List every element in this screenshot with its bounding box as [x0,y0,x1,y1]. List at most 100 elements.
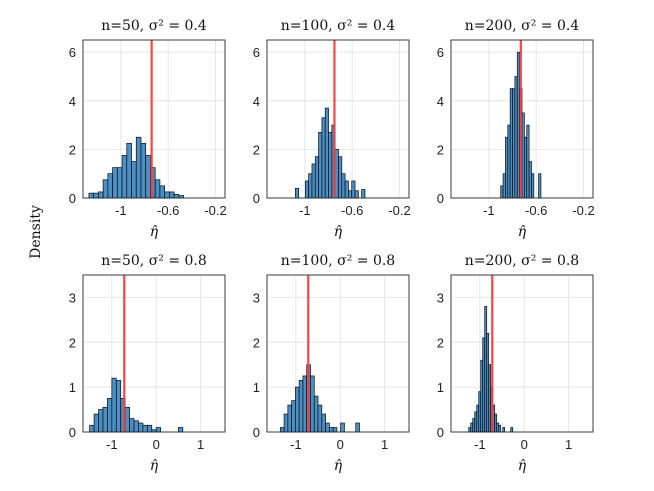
histogram-bar [98,409,104,433]
histogram-bar [341,173,346,199]
panel-title: n=200, σ² = 0.8 [465,253,579,269]
histogram-bar [129,418,135,433]
x-tick-label: -1 [483,203,495,218]
y-tick-label: 2 [437,142,444,157]
histogram-bar [98,191,104,199]
histogram-bar [325,422,330,433]
histogram-bar [89,424,95,433]
y-tick-label: 2 [437,335,444,350]
histogram-bar [498,424,502,433]
histogram-bar [531,173,535,199]
histogram-bar [140,142,147,199]
x-tick-label: -0.6 [525,203,547,218]
histogram-bar [164,191,170,199]
histogram-bar [102,406,108,433]
histogram-bar [287,404,292,433]
histogram-panel-n100-s04: -1 -0.6 -0.2 0 2 4 6 n=100, σ² = 0.4 η̂ [253,18,411,240]
histogram-bar [344,180,349,199]
y-tick-label: 0 [437,191,444,206]
histogram-bar [317,404,323,433]
histogram-bar [524,136,528,199]
x-axis-label: η̂ [150,458,159,474]
x-tick-label: -1 [299,203,311,218]
x-axis-label: η̂ [150,224,159,240]
y-tick-label: 6 [437,45,444,60]
x-tick-label: -0.2 [572,203,594,218]
histogram-bar [93,413,99,433]
x-tick-label: 0 [521,437,528,452]
x-tick-label: -0.2 [388,203,410,218]
histogram-panel-n200-s04: -1 -0.6 -0.2 0 2 4 6 n=200, σ² = 0.4 η̂ [437,18,595,240]
histogram-bar [295,386,300,433]
histogram-bar [340,422,345,433]
histogram-bar [354,190,359,199]
histogram-bar [361,189,366,199]
axes-box [266,274,410,433]
histogram-bar [283,413,289,433]
x-tick-label: -0.6 [157,203,179,218]
histogram-bar [338,156,343,199]
y-tick-label: 0 [437,425,444,440]
x-tick-label: -1 [106,437,118,452]
y-tick-label: 1 [69,380,76,395]
histogram-bar [124,406,130,433]
histogram-bar [318,132,323,199]
figure-ylabel: Density [28,205,44,259]
histogram-bar [311,163,316,199]
histogram-bar [138,422,144,433]
y-tick-label: 2 [69,335,76,350]
histogram-bar [351,180,356,199]
histogram-bar [88,192,94,199]
histogram-bar [142,424,148,433]
x-axis-label: η̂ [518,224,527,240]
histogram-bar [169,191,175,199]
x-tick-label: -1 [474,437,486,452]
histogram-bar [538,173,542,199]
histogram-panel-n50-s04: -1 -0.6 -0.2 0 2 4 6 n=50, σ² = 0.4 η̂ [69,18,227,240]
histogram-bar [159,185,166,199]
histogram-bar [93,192,99,199]
histogram-bar [507,124,511,199]
panel-title: n=50, σ² = 0.4 [101,18,207,34]
histogram-bar [135,136,142,199]
x-axis-label: η̂ [518,458,527,474]
axes-box [82,39,226,199]
histogram-bar [154,179,161,199]
x-tick-label: 1 [565,437,572,452]
histogram-bar [145,155,151,199]
y-tick-label: 2 [69,142,76,157]
histogram-bar [500,185,504,199]
histogram-bar [510,427,514,433]
panels: -1 -0.6 -0.2 0 2 4 6 n=50, σ² = 0.4 η̂ -1 -0.6 -0.2… [69,18,595,474]
histogram-bar [314,156,319,199]
histogram-bar [298,380,304,433]
histogram-bar [310,375,315,433]
histogram-bar [155,427,162,433]
histogram-bar [173,194,180,199]
histogram-bar [334,149,339,199]
y-tick-label: 0 [253,425,260,440]
histogram-bar [502,173,506,199]
y-tick-label: 4 [437,94,444,109]
y-tick-label: 2 [253,142,260,157]
histogram-bar [304,180,310,199]
histogram-bar [302,375,308,433]
y-tick-label: 4 [253,94,260,109]
x-tick-label: 1 [381,437,388,452]
y-tick-label: 6 [253,45,260,60]
histogram-panel-n200-s08: -1 0 1 0 1 2 3 n=200, σ² = 0.8 η̂ [437,253,594,474]
histogram-bar [308,173,313,199]
y-tick-label: 3 [253,290,260,305]
x-tick-label: -0.6 [341,203,363,218]
x-tick-label: 1 [197,437,204,452]
histogram-bar [112,167,118,199]
histogram-bar [355,422,360,433]
y-tick-label: 1 [437,380,444,395]
histogram-bar [328,132,333,199]
histogram-bar [107,173,113,199]
y-tick-label: 3 [69,290,76,305]
y-tick-label: 0 [69,191,76,206]
histogram-bar [348,190,353,199]
histogram-bar [505,136,509,199]
histogram-bar [321,117,326,199]
